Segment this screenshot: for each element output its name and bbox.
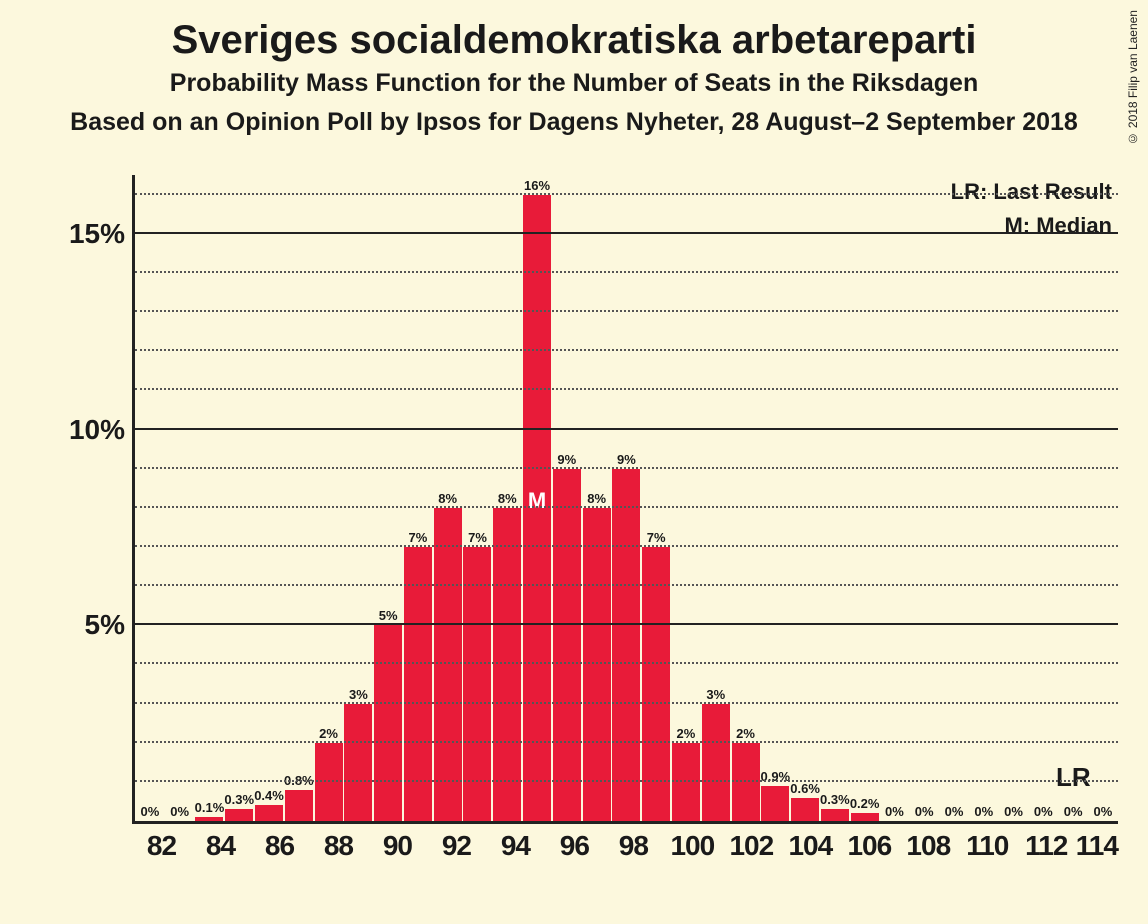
grid-minor [135,271,1118,273]
x-tick-label: 102 [722,824,781,874]
bar-value-label: 9% [617,452,636,467]
bar-value-label: 0% [1034,804,1053,819]
grid-major [135,232,1118,234]
bar-value-label: 0% [1004,804,1023,819]
y-tick-label: 10% [69,414,135,446]
grid-minor [135,584,1118,586]
x-tick-label: 112 [1017,824,1076,874]
plot-area: LR: Last Result M: Median 0%0%0.1%0.3%0.… [132,175,1118,824]
bar-value-label: 0% [885,804,904,819]
bar: 3% [702,704,730,821]
bar: 9% [553,469,581,821]
bar-value-label: 0% [945,804,964,819]
bar-value-label: 16% [524,178,550,193]
chart-subtitle-2: Based on an Opinion Poll by Ipsos for Da… [0,108,1148,137]
x-tick-label: 110 [958,824,1017,874]
bar-value-label: 0% [915,804,934,819]
bar-value-label: 8% [498,491,517,506]
chart-subtitle-1: Probability Mass Function for the Number… [0,69,1148,98]
bar-value-label: 0.2% [850,796,880,811]
x-tick-label: 84 [191,824,250,874]
bar: 0.2% [851,813,879,821]
x-tick-label: 82 [132,824,191,874]
x-tick-label: 108 [899,824,958,874]
chart-container: LR: Last Result M: Median 0%0%0.1%0.3%0.… [60,175,1118,874]
x-tick-label: 100 [663,824,722,874]
bar-value-label: 2% [319,726,338,741]
grid-minor [135,388,1118,390]
lr-marker: LR [1056,762,1091,793]
bar-value-label: 8% [438,491,457,506]
x-tick-label: 104 [781,824,840,874]
grid-major [135,428,1118,430]
x-tick-label: 88 [309,824,368,874]
grid-minor [135,506,1118,508]
bar-value-label: 0.6% [790,781,820,796]
bar-value-label: 8% [587,491,606,506]
bar-value-label: 3% [706,687,725,702]
bar-value-label: 2% [677,726,696,741]
x-tick-label: 90 [368,824,427,874]
grid-minor [135,349,1118,351]
y-tick-label: 15% [69,218,135,250]
grid-minor [135,545,1118,547]
grid-minor [135,193,1118,195]
chart-titles: Sveriges socialdemokratiska arbetarepart… [0,0,1148,137]
grid-minor [135,780,1118,782]
grid-minor [135,702,1118,704]
bar-value-label: 0% [1064,804,1083,819]
bar-value-label: 0% [140,804,159,819]
x-tick-label: 94 [486,824,545,874]
bar: 0.8% [285,790,313,821]
bar: 5% [374,625,402,821]
bar: 0.1% [195,817,223,821]
x-tick-label: 96 [545,824,604,874]
grid-major [135,623,1118,625]
bar-value-label: 3% [349,687,368,702]
x-tick-label: 98 [604,824,663,874]
bar-value-label: 5% [379,608,398,623]
bar-value-label: 2% [736,726,755,741]
bar: 3% [344,704,372,821]
chart-title: Sveriges socialdemokratiska arbetarepart… [0,18,1148,63]
grid-minor [135,310,1118,312]
grid-minor [135,741,1118,743]
bar-value-label: 9% [557,452,576,467]
bar-value-label: 0.3% [820,792,850,807]
y-tick-label: 5% [85,609,135,641]
bar: 9% [612,469,640,821]
x-tick-label: 106 [840,824,899,874]
copyright-text: © 2018 Filip van Laenen [1126,10,1140,145]
grid-minor [135,662,1118,664]
bar-value-label: 0% [170,804,189,819]
bar: 0.3% [821,809,849,821]
grid-minor [135,467,1118,469]
x-tick-label: 86 [250,824,309,874]
bar-value-label: 7% [468,530,487,545]
bar-value-label: 0.1% [195,800,225,815]
bar: 0.9% [761,786,789,821]
bar-value-label: 0.4% [254,788,284,803]
median-marker: M [528,488,546,514]
bar-value-label: 0% [1093,804,1112,819]
bar: 0.3% [225,809,253,821]
bar-value-label: 7% [409,530,428,545]
bar: 0.4% [255,805,283,821]
bar-value-label: 7% [647,530,666,545]
x-tick-label: 114 [1076,824,1118,874]
bar-value-label: 0.3% [224,792,254,807]
bar-value-label: 0% [974,804,993,819]
bar: 0.6% [791,798,819,821]
x-axis: 8284868890929496981001021041061081101121… [132,824,1118,874]
x-tick-label: 92 [427,824,486,874]
